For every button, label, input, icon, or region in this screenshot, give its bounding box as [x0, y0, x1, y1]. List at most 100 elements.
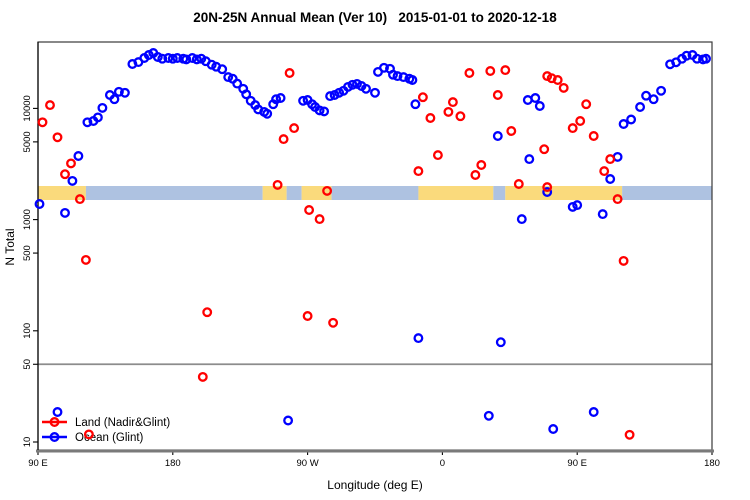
ocean-point — [97, 102, 108, 113]
ocean-point — [223, 72, 234, 83]
y-tick-label: 5000 — [22, 131, 33, 152]
land-point — [328, 317, 339, 328]
ocean-point — [92, 112, 103, 123]
land-point — [588, 131, 599, 141]
band-segment-ocean — [331, 186, 419, 200]
land-point — [567, 123, 578, 134]
land-point — [302, 311, 313, 321]
ocean-point — [483, 410, 494, 421]
land-point — [476, 160, 487, 170]
ocean-point — [534, 101, 545, 111]
land-point — [447, 97, 458, 108]
ocean-point — [298, 95, 309, 106]
land-point — [278, 134, 289, 145]
x-axis-title: Longitude (deg E) — [327, 478, 423, 492]
ocean-point — [495, 337, 506, 348]
y-tick-label: 500 — [22, 245, 33, 261]
band-segment-ocean — [493, 186, 506, 200]
ocean-point — [217, 64, 228, 75]
land-point — [485, 66, 496, 76]
surface-type-band — [38, 186, 712, 200]
ocean-point — [73, 151, 84, 161]
land-point — [45, 100, 55, 111]
ocean-point — [692, 53, 702, 64]
ocean-point — [163, 53, 174, 63]
y-axis-title: N Total — [3, 228, 17, 266]
legend-ocean-marker — [49, 432, 60, 442]
ocean-point — [516, 214, 527, 225]
ocean-point — [588, 407, 599, 417]
ocean-point — [167, 53, 178, 64]
ocean-point — [626, 114, 637, 125]
x-tick-label: 90 E — [28, 458, 48, 469]
band-segment-land — [38, 186, 86, 200]
y-tick-label: 1000 — [22, 209, 33, 230]
land-point — [624, 429, 635, 440]
band-segment-ocean — [85, 186, 263, 200]
land-point — [558, 82, 569, 93]
ocean-point — [283, 415, 294, 426]
ocean-point — [241, 89, 252, 100]
ocean-point — [181, 54, 192, 65]
ocean-point — [271, 94, 282, 105]
land-point — [417, 92, 428, 103]
ocean-point — [656, 85, 667, 96]
ocean-point — [492, 131, 503, 141]
y-tick-label: 100 — [22, 323, 33, 339]
band-segment-ocean — [286, 186, 302, 200]
land-point — [513, 179, 524, 189]
ocean-point — [542, 187, 553, 197]
ocean-point — [701, 53, 711, 64]
y-tick-label: 10000 — [22, 95, 33, 121]
ocean-point — [275, 93, 286, 103]
land-point — [575, 116, 586, 126]
ocean-point — [641, 90, 652, 101]
chart-title: 20N-25N Annual Mean (Ver 10) 2015-01-01 … — [193, 10, 557, 25]
ocean-point — [392, 71, 403, 82]
ocean-point — [67, 175, 78, 186]
land-point — [552, 75, 563, 85]
land-point — [605, 154, 616, 165]
band-segment-ocean — [622, 186, 712, 200]
ocean-point — [597, 209, 608, 220]
land-point — [272, 179, 283, 190]
ocean-point — [82, 117, 93, 128]
ocean-point — [548, 424, 559, 434]
ocean-point — [262, 108, 273, 119]
land-point — [455, 111, 466, 122]
ocean-point — [572, 200, 583, 211]
ocean-point — [119, 87, 130, 98]
land-point — [432, 150, 443, 161]
ocean-point — [361, 83, 371, 94]
x-tick-label: 90 W — [297, 458, 319, 469]
ocean-point — [407, 75, 418, 85]
land-point — [197, 371, 208, 382]
ocean-point — [325, 91, 336, 102]
ocean-point — [605, 174, 616, 184]
land-point — [506, 126, 517, 136]
ocean-point — [314, 105, 325, 116]
ocean-point — [648, 94, 659, 105]
ocean-point — [635, 102, 646, 112]
land-point — [618, 255, 629, 266]
ocean-point — [413, 333, 424, 344]
land-point — [322, 185, 333, 196]
ocean-point — [191, 54, 202, 65]
ocean-point — [172, 53, 183, 63]
ocean-point — [370, 87, 380, 98]
ocean-point — [34, 199, 45, 209]
ocean-point — [398, 72, 409, 83]
land-point — [581, 99, 592, 110]
land-point — [66, 158, 76, 169]
land-point — [284, 68, 295, 78]
ocean-point — [157, 53, 168, 64]
land-point — [60, 169, 70, 180]
plot-border — [37, 41, 713, 451]
land-point — [464, 68, 475, 78]
ocean-point — [410, 99, 421, 110]
land-point — [413, 166, 424, 177]
ocean-point — [187, 53, 198, 63]
y-axis-ticks: 10 50 100 500 1000 5000 10000 — [22, 95, 38, 447]
